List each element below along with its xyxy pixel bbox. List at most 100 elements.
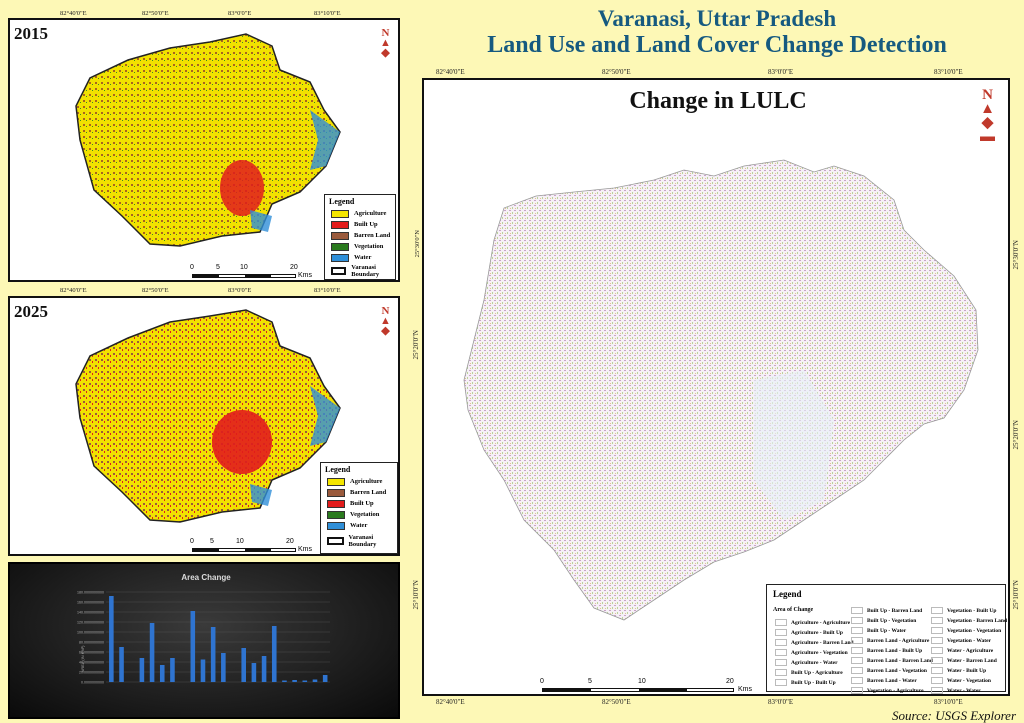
legend-swatch — [327, 536, 344, 545]
change-legend-swatch — [775, 619, 787, 626]
legend-item-barren-land: Barren Land — [331, 230, 395, 241]
legend-label: Varanasi Boundary — [348, 533, 377, 548]
change-legend-swatch — [775, 649, 787, 656]
map-2015-year: 2015 — [14, 24, 48, 43]
change-legend-swatch — [851, 647, 863, 654]
legend-item-water: Water — [327, 520, 397, 531]
scale-tick: 5 — [216, 264, 220, 271]
change-legend-item: Vegetation - Agriculture — [851, 687, 924, 694]
chart-bar — [292, 680, 297, 682]
legend-label: Barren Land — [350, 489, 387, 496]
coord-lon: 83°0'0"E — [768, 698, 794, 706]
change-legend-label: Built Up - Vegetation — [867, 617, 917, 624]
change-legend-swatch — [931, 677, 943, 684]
chart-ytick-label: 60.0000000000 — [79, 651, 104, 655]
change-map-shape — [463, 159, 979, 621]
page-title-line2: Land Use and Land Cover Change Detection — [487, 32, 947, 58]
coord-lon: 83°10'0"E — [934, 68, 963, 76]
change-legend-swatch — [931, 647, 943, 654]
change-legend-label: Barren Land - Barren Land — [867, 657, 933, 664]
scale-tick: 20 — [290, 264, 298, 271]
legend-label: Vegetation — [354, 243, 384, 250]
change-legend-swatch — [851, 667, 863, 674]
scale-unit: Kms — [298, 272, 312, 279]
change-legend-swatch — [851, 627, 863, 634]
north-arrow-2015: N ▲ ◆ — [380, 27, 391, 59]
legend-label: Vegetation — [350, 511, 380, 518]
change-legend-label: Built Up - Built Up — [791, 679, 836, 686]
legend-item-agriculture: Agriculture — [327, 476, 397, 487]
change-legend-label: Barren Land - Water — [867, 677, 917, 684]
change-legend-swatch — [851, 607, 863, 614]
scale-tick: 0 — [540, 678, 544, 685]
change-legend-label: Vegetation - Water — [947, 637, 991, 644]
change-legend-item: Vegetation - Vegetation — [931, 627, 1001, 634]
chart-bar — [200, 659, 206, 682]
chart-ytick-label: 40.0000000000 — [79, 661, 104, 665]
change-legend-item: Water - Built Up — [931, 667, 986, 674]
legend-item-agriculture: Agriculture — [331, 208, 395, 219]
page-title-line1: Varanasi, Uttar Pradesh — [597, 6, 837, 31]
legend-swatch — [327, 521, 345, 530]
change-legend-label: Agriculture - Water — [791, 659, 838, 666]
change-legend-item: Vegetation - Built Up — [931, 607, 996, 614]
change-legend-item: Vegetation - Barren Land — [931, 617, 1007, 624]
scale-tick: 5 — [210, 538, 214, 545]
legend-item-vegetation: Vegetation — [327, 509, 397, 520]
chart-bar — [210, 627, 216, 682]
coord-lon: 83°10'0"E — [314, 10, 341, 17]
change-legend-label: Vegetation - Built Up — [947, 607, 997, 614]
change-legend-item: Barren Land - Water — [851, 677, 917, 684]
change-legend-item: Barren Land - Agriculture — [851, 637, 929, 644]
change-map-legend: Legend Area of Change Agriculture - Agri… — [766, 584, 1007, 694]
change-legend-label: Agriculture - Vegetation — [791, 649, 848, 656]
map-2015-panel: 2015 N ▲ ◆ Legend Agriculture Built Up Bar… — [8, 18, 400, 282]
map-2025-year: 2025 — [14, 302, 48, 321]
change-legend-swatch — [931, 667, 943, 674]
coord-lat: 25°10'0"N — [1012, 580, 1020, 610]
scale-tick: 0 — [190, 264, 194, 271]
chart-ytick-label: 160.0000000000 — [77, 601, 104, 605]
legend-label: Built Up — [350, 500, 374, 507]
area-change-chart-panel: Area Change AREA (IN KM²) 0.0000000000 20… — [8, 562, 400, 719]
legend-swatch — [327, 477, 345, 486]
coord-lon: 82°40'0"E — [436, 698, 465, 706]
change-legend-swatch — [851, 677, 863, 684]
legend-swatch — [331, 209, 349, 218]
coord-lon: 83°0'0"E — [768, 68, 794, 76]
legend-swatch — [327, 510, 345, 519]
coord-lon: 82°40'0"E — [60, 10, 87, 17]
chart-ytick-label: 120.0000000000 — [77, 621, 104, 625]
change-legend-label: Water - Water — [947, 687, 981, 694]
map-2015-shape — [75, 33, 341, 247]
coord-lon: 82°50'0"E — [142, 10, 169, 17]
map-2025-panel: 2025 N ▲ ◆ Legend Agriculture Barren Land … — [8, 296, 400, 556]
coord-lat: 25°20'0"N — [1012, 420, 1020, 450]
legend-label: Agriculture — [350, 478, 383, 485]
scale-bar-2025: 0 5 10 20 Kms — [190, 538, 320, 556]
chart-ytick-label: 20.0000000000 — [79, 671, 104, 675]
change-legend-swatch — [931, 627, 943, 634]
change-legend-item: Built Up - Water — [851, 627, 906, 634]
chart-bar — [221, 653, 226, 682]
chart-bar — [170, 658, 175, 682]
scale-bar-2015: 0 5 10 20 Kms — [190, 264, 320, 282]
coord-lat: 25°10'0"N — [412, 580, 420, 610]
change-legend-label: Agriculture - Barren Land — [791, 639, 854, 646]
scale-tick: 10 — [638, 678, 646, 685]
change-legend-swatch — [775, 639, 787, 646]
legend-subtitle: Area of Change — [773, 607, 814, 613]
legend-title: Legend — [773, 589, 802, 599]
change-legend-swatch — [775, 659, 787, 666]
change-legend-swatch — [775, 669, 787, 676]
legend-swatch — [331, 231, 349, 240]
change-legend-label: Built Up - Agriculture — [791, 669, 843, 676]
chart-bar — [190, 611, 196, 682]
change-legend-swatch — [775, 679, 787, 686]
legend-swatch — [331, 220, 349, 229]
chart-ytick-label: 80.0000000000 — [79, 641, 104, 645]
legend-label: Built Up — [354, 221, 378, 228]
coord-lon: 82°40'0"E — [436, 68, 465, 76]
chart-ytick-label: 0.0000000000 — [81, 681, 104, 685]
legend-swatch — [331, 266, 347, 275]
